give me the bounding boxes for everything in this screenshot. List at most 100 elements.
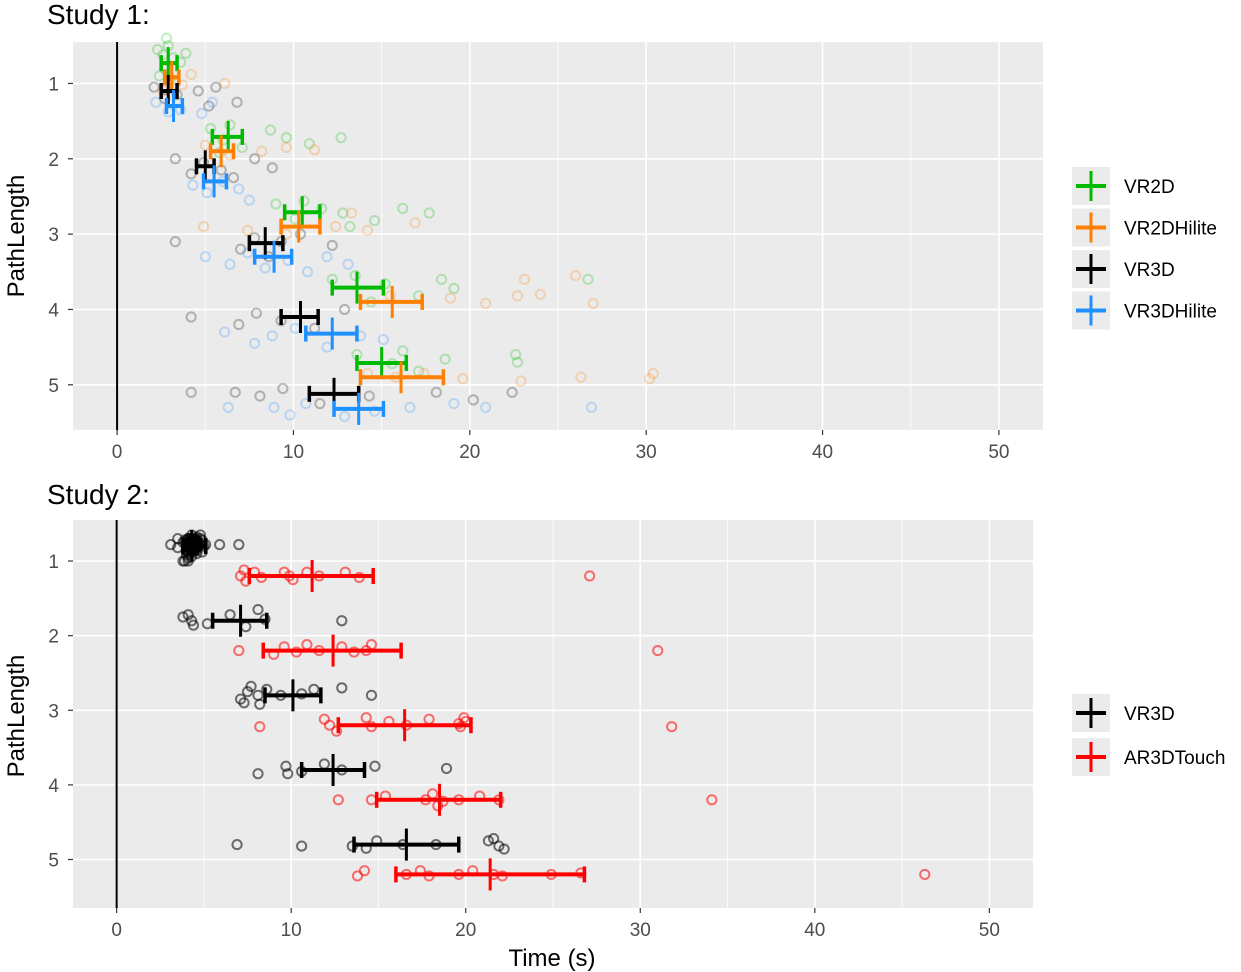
points-study1 xyxy=(148,32,659,423)
point-vr3d xyxy=(229,386,241,398)
point-vr3d xyxy=(482,835,495,847)
summary-vr2d-path-3 xyxy=(282,196,322,229)
point-vr2d xyxy=(436,273,448,285)
point-vr3dhilite xyxy=(233,183,245,195)
legend-item-vr2dhilite: VR2DHilite xyxy=(1072,208,1217,247)
summary-vr2dhilite-path-3 xyxy=(279,210,322,243)
x-tick-label: 20 xyxy=(459,442,480,463)
point-vr3d xyxy=(296,840,308,852)
point-vr3d xyxy=(233,539,245,551)
point-vr3dhilite xyxy=(242,247,254,259)
point-vr2d xyxy=(448,282,460,294)
legend-item-vr3d: VR3D xyxy=(1072,694,1175,732)
point-vr3d xyxy=(336,682,348,694)
point-vr3d xyxy=(266,162,278,174)
point-ar3dtouch xyxy=(584,570,596,582)
x-tick-label: 40 xyxy=(812,442,833,463)
point-vr3d xyxy=(369,760,381,772)
summary-vr3d-path-4 xyxy=(299,753,367,786)
point-vr3dhilite xyxy=(249,337,261,349)
point-ar3dtouch xyxy=(358,865,371,877)
gridlines-study1 xyxy=(73,42,1043,430)
y-tick-label: 3 xyxy=(48,225,59,246)
x-axis-title: Time (s) xyxy=(508,945,595,972)
summary-vr3d-path-2 xyxy=(210,604,269,637)
y-axis-title-study2: PathLength xyxy=(3,655,30,778)
point-vr3d xyxy=(467,394,479,406)
point-vr2d xyxy=(397,202,409,215)
x-tick-label: 10 xyxy=(281,920,302,941)
point-vr3dhilite xyxy=(284,409,296,421)
x-tick-label: 0 xyxy=(112,442,123,463)
point-vr3d xyxy=(169,236,181,248)
point-vr3d xyxy=(249,153,261,165)
y-tick-label: 3 xyxy=(48,701,59,722)
point-vr2d xyxy=(152,43,164,56)
point-vr3d xyxy=(231,96,243,108)
summary-vr3dhilite-path-4 xyxy=(304,317,359,350)
point-vr3d xyxy=(185,311,197,323)
point-vr3d xyxy=(280,760,292,772)
point-vr2dhilite xyxy=(361,224,374,236)
point-vr2dhilite xyxy=(219,77,231,90)
point-ar3dtouch xyxy=(666,721,678,733)
point-ar3dtouch xyxy=(254,721,266,733)
point-vr3d xyxy=(187,619,200,631)
point-vr2d xyxy=(423,207,435,219)
point-vr3d xyxy=(440,762,453,775)
legend-study2: VR3D AR3DTouch xyxy=(1072,694,1225,776)
panel-title-study2: Study 2: xyxy=(47,479,150,510)
point-vr3dhilite xyxy=(243,194,255,206)
point-vr2d xyxy=(280,132,292,144)
point-ar3dtouch xyxy=(233,644,245,657)
point-vr2d xyxy=(349,269,361,282)
point-vr3d xyxy=(277,382,289,395)
point-vr3dhilite xyxy=(196,107,208,120)
y-tick-labels-study2: 1 2 3 4 5 xyxy=(48,552,73,872)
point-vr2dhilite xyxy=(575,371,587,383)
summary-vr2d-path-5 xyxy=(355,346,409,379)
y-tick-label: 1 xyxy=(48,74,59,95)
point-vr3d xyxy=(252,768,264,780)
x-tick-label: 0 xyxy=(111,920,122,941)
legend-item-vr3d: VR3D xyxy=(1072,250,1175,288)
point-vr2dhilite xyxy=(444,292,457,304)
point-vr3dhilite xyxy=(199,251,211,263)
point-vr3d xyxy=(282,768,294,780)
summary-ar3dtouch-path-5 xyxy=(394,858,587,891)
y-tick-labels-study1: 1 2 3 4 5 xyxy=(48,74,73,397)
point-vr2d xyxy=(368,214,381,227)
x-tick-label: 30 xyxy=(630,920,651,941)
y-tick-label: 5 xyxy=(48,376,59,397)
summary-vr3d-path-3 xyxy=(263,679,323,712)
point-vr3dhilite xyxy=(187,179,199,191)
legend-label: VR2D xyxy=(1124,177,1175,198)
summary-vr3dhilite-path-3 xyxy=(252,240,294,273)
point-vr2dhilite xyxy=(644,373,656,385)
point-vr2d xyxy=(303,138,315,150)
legend-label: VR3D xyxy=(1124,260,1175,281)
summary-vr2dhilite-path-4 xyxy=(358,285,424,318)
point-vr2d xyxy=(397,345,409,357)
point-vr3d xyxy=(326,239,338,252)
point-vr3d xyxy=(498,843,510,855)
point-vr3dhilite xyxy=(368,405,381,417)
x-tick-label: 30 xyxy=(636,442,657,463)
legend-label: AR3DTouch xyxy=(1124,748,1225,769)
summary-ar3dtouch-path-3 xyxy=(336,709,473,742)
legend-label: VR3DHilite xyxy=(1124,302,1217,323)
x-tick-labels-study1: 0 10 20 30 40 50 xyxy=(112,430,1009,463)
summary-vr2dhilite-path-2 xyxy=(208,135,236,168)
legend-item-vr3dhilite: VR3DHilite xyxy=(1072,291,1217,330)
point-vr3d xyxy=(254,390,266,402)
point-vr3d xyxy=(177,555,189,567)
point-vr3dhilite xyxy=(342,258,354,270)
point-vr2dhilite xyxy=(534,288,546,300)
point-vr3dhilite xyxy=(339,410,351,423)
point-vr3d xyxy=(250,307,263,319)
point-vr3dhilite xyxy=(377,333,389,346)
y-tick-label: 2 xyxy=(48,150,59,171)
y-tick-label: 4 xyxy=(48,300,59,321)
point-vr2d xyxy=(337,207,349,219)
point-vr3d xyxy=(185,386,197,398)
